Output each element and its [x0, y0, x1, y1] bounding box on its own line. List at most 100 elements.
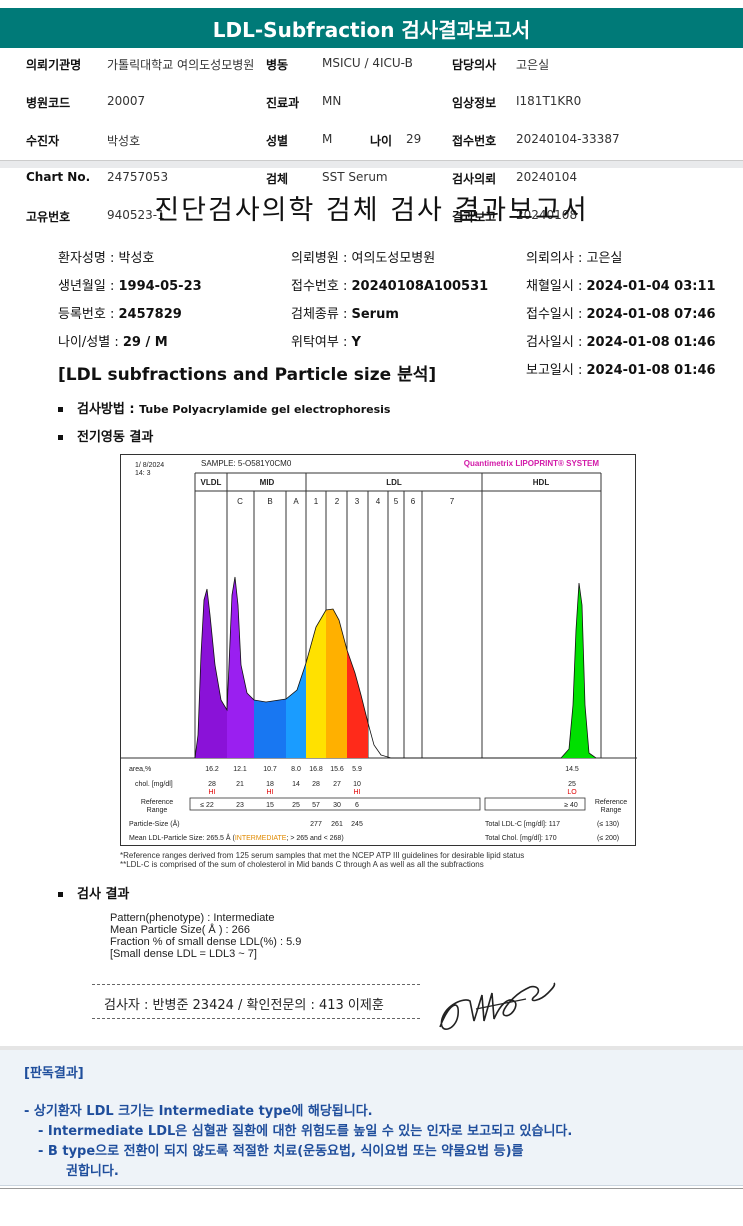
ref-box: [484, 797, 586, 811]
electrophoresis-heading: 전기영동 결과: [58, 426, 153, 445]
info-value: 박성호: [107, 134, 141, 148]
method-line: 검사방법 : Tube Polyacrylamide gel electroph…: [58, 398, 390, 417]
field-value: 20240108A100531: [351, 279, 489, 294]
field-label: 검체종류 :: [291, 307, 352, 322]
area-value: 8.0: [291, 766, 301, 773]
field-value: 2024-01-04 03:11: [586, 279, 716, 294]
band-label: B: [267, 497, 272, 506]
report-datetime: 보고일시 : 2024-01-08 01:46: [526, 359, 716, 378]
band-label: A: [293, 497, 299, 506]
result-heading: 검사 결과: [58, 883, 129, 902]
interpretation-title: [판독결과]: [24, 1066, 84, 1081]
band-label: 5: [394, 497, 399, 506]
band-label: 6: [411, 497, 416, 506]
info-value: I181T1KR0: [516, 94, 582, 108]
birth-date: 생년월일 : 1994-05-23: [58, 275, 202, 294]
field-value: Serum: [351, 307, 399, 322]
chol-value: 10: [353, 781, 361, 788]
band-label: 3: [355, 497, 360, 506]
interpretation-line: - B type으로 전환이 되지 않도록 적절한 치료(운동요법, 식이요법 …: [38, 1144, 524, 1159]
field-label: 검사일시 :: [526, 335, 587, 350]
info-row: 의뢰기관명 가톨릭대학교 여의도성모병원 병동 MSICU / 4ICU-B 담…: [0, 56, 743, 75]
mean-ldl-size: Mean LDL-Particle Size: 265.5 Å (INTERME…: [129, 833, 344, 842]
info-value: 29: [406, 132, 422, 146]
interpretation-line: - 상기환자 LDL 크기는 Intermediate type에 해당됩니다.: [24, 1104, 373, 1119]
field-label: 등록번호 :: [58, 307, 119, 322]
section-divider: [0, 160, 743, 168]
band-fill: [195, 577, 227, 758]
psize-value: 261: [331, 821, 343, 828]
info-row: 수진자 박성호 성별 M 나이 29 접수번호 20240104-33387: [0, 132, 743, 151]
ref-value: 57: [312, 802, 320, 809]
band-fill: [551, 577, 596, 758]
info-row: 고유번호 940523-1 결과보고 20240108: [0, 208, 743, 227]
total-ldl: Total LDL-C [mg/dl]: 117: [485, 821, 560, 828]
area-value: 16.8: [309, 766, 323, 773]
info-label: 의뢰기관명: [26, 58, 82, 72]
age-sex: 나이/성별 : 29 / M: [58, 331, 168, 350]
signature-image: [430, 975, 560, 1044]
info-label: 병동: [266, 58, 289, 72]
info-label: 병원코드: [26, 96, 71, 110]
area-value: 15.6: [330, 766, 344, 773]
group-label: VLDL: [201, 478, 222, 487]
signature-divider: [92, 984, 420, 985]
total-chol-ref: (≤ 200): [597, 835, 619, 842]
info-value: 가톨릭대학교 여의도성모병원: [107, 58, 255, 72]
flag-value: HI: [209, 789, 216, 796]
chart-brand: Quantimetrix LIPOPRINT® SYSTEM: [464, 459, 600, 468]
signature-divider: [92, 1018, 420, 1019]
chart-date: 1/ 8/2024: [135, 462, 164, 469]
ref-value: 30: [333, 802, 341, 809]
info-label: 담당의사: [452, 58, 497, 72]
band-fill: [347, 577, 368, 758]
band-label: 4: [376, 497, 381, 506]
info-row: 병원코드 20007 진료과 MN 임상정보 I181T1KR0: [0, 94, 743, 113]
info-value: MN: [322, 94, 342, 108]
field-value: Y: [351, 335, 361, 350]
group-label: MID: [260, 478, 275, 487]
area-value: 5.9: [352, 766, 362, 773]
field-value: 여의도성모병원: [351, 251, 436, 266]
bullet-icon: [58, 435, 63, 440]
method-label: 검사방법 :: [77, 402, 140, 417]
info-value: 24757053: [107, 170, 169, 184]
field-label: 환자성명 :: [58, 251, 119, 266]
info-label: 나이: [370, 134, 393, 148]
band-fill: [254, 577, 286, 758]
flag-value: HI: [354, 789, 361, 796]
ref-value: 15: [266, 802, 274, 809]
psize-value: 245: [351, 821, 363, 828]
chol-value: 21: [236, 781, 244, 788]
area-value: 16.2: [205, 766, 219, 773]
header-title: LDL-Subfraction 검사결과보고서: [212, 17, 531, 42]
chart-gridlines: [121, 472, 637, 811]
interpretation-line: 권합니다.: [66, 1164, 119, 1179]
received-datetime: 접수일시 : 2024-01-08 07:46: [526, 303, 716, 322]
info-label: 검체: [266, 172, 289, 186]
referral-status: 위탁여부 : Y: [291, 331, 361, 350]
result-summary: Pattern(phenotype) : Intermediate Mean P…: [110, 912, 301, 960]
specimen-type: 검체종류 : Serum: [291, 303, 399, 322]
requesting-hospital: 의뢰병원 : 여의도성모병원: [291, 247, 435, 266]
field-value: 2024-01-08 01:46: [586, 363, 716, 378]
section-divider: [0, 1046, 743, 1050]
field-label: 접수일시 :: [526, 307, 587, 322]
field-value: 2457829: [118, 307, 182, 322]
psize-value: 277: [310, 821, 322, 828]
chol-value: 28: [208, 781, 216, 788]
ref-value: 23: [236, 802, 244, 809]
test-datetime: 검사일시 : 2024-01-08 01:46: [526, 331, 716, 350]
info-value: 20240108: [516, 208, 578, 222]
electrophoresis-chart: 1/ 8/2024 14: 3 SAMPLE: 5-O581Y0CM0 Quantim…: [120, 454, 637, 846]
field-label: 나이/성별 :: [58, 335, 123, 350]
info-label: 고유번호: [26, 210, 71, 224]
info-row: Chart No. 24757053 검체 SST Serum 검사의뢰 202…: [0, 170, 743, 189]
ref-value: ≤ 22: [200, 802, 214, 809]
group-label: HDL: [533, 478, 550, 487]
info-value: 940523-1: [107, 208, 165, 222]
particle-size-line: Mean Particle Size( Å ) : 266: [110, 924, 251, 936]
field-value: 2024-01-08 07:46: [586, 307, 716, 322]
signer-line: 검사자 : 반병준 23424 / 확인전문의 : 413 이제훈: [104, 998, 384, 1013]
